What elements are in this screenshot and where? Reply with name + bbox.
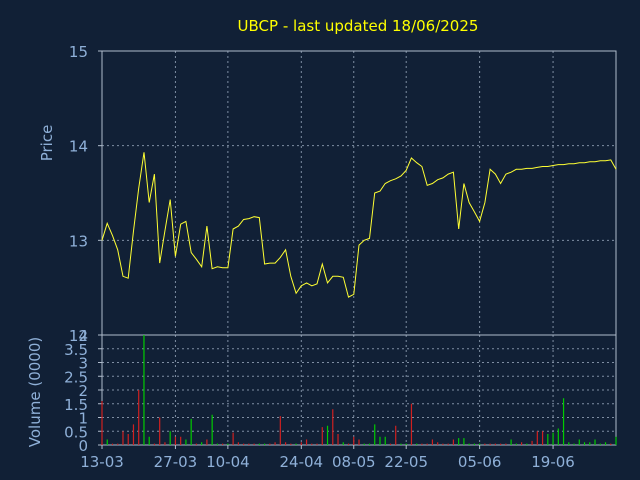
price-tick-label: 14	[69, 138, 88, 156]
price-tick-label: 15	[69, 43, 88, 61]
x-tick-label: 24-04	[280, 453, 324, 471]
volume-tick-label: 0	[78, 437, 88, 455]
volume-tick-label: 3.5	[64, 341, 88, 359]
x-tick-label: 13-03	[80, 453, 124, 471]
x-tick-label: 08-05	[332, 453, 376, 471]
volume-tick-label: 3	[78, 355, 88, 373]
price-panel: 12 13 14 15 Price	[38, 43, 617, 345]
x-tick-label: 10-04	[206, 453, 250, 471]
volume-tick-label: 4	[78, 327, 88, 345]
x-tick-label: 27-03	[154, 453, 198, 471]
x-tick-label: 19-06	[531, 453, 575, 471]
price-frame	[101, 50, 617, 336]
volume-panel: 00.511.522.533.54 Volume (0000)	[26, 327, 617, 455]
price-tick-label: 13	[69, 232, 88, 250]
x-axis: 13-03 27-03 10-04 24-04 08-05 22-05 05-06 19-06	[80, 445, 575, 471]
x-tick-label: 22-05	[384, 453, 428, 471]
volume-tick-label: 1	[78, 410, 88, 428]
volume-tick-label: 0.5	[64, 423, 88, 441]
volume-axis-label: Volume (0000)	[26, 337, 44, 447]
price-series-line	[101, 152, 617, 298]
price-axis-label: Price	[38, 125, 56, 162]
volume-tick-label: 1.5	[64, 396, 88, 414]
volume-tick-label: 2.5	[64, 368, 88, 386]
x-tick-label: 05-06	[458, 453, 502, 471]
price-tick-label: 12	[69, 327, 88, 345]
volume-tick-label: 2	[78, 382, 88, 400]
chart-title: UBCP - last updated 18/06/2025	[238, 17, 479, 35]
